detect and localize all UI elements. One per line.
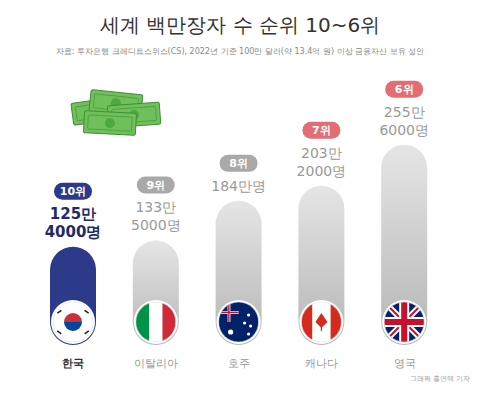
svg-text:영국: 영국 [394, 357, 416, 370]
svg-text:캐나다: 캐나다 [305, 357, 338, 370]
svg-text:203만: 203만 [301, 145, 342, 161]
svg-text:184만명: 184만명 [211, 178, 266, 194]
html-text:세계 백만장자 수 순위 10~6위: 세계 백만장자 수 순위 10~6위 [99, 13, 381, 37]
svg-text:9위: 9위 [146, 179, 165, 192]
html-text:자료: 투자은행 크레디트스위스(CS), 2022년 기준: 자료: 투자은행 크레디트스위스(CS), 2022년 기준 100만 달러(약… [55, 47, 425, 56]
svg-text:6000명: 6000명 [379, 122, 429, 138]
svg-text:2000명: 2000명 [297, 163, 347, 179]
svg-text:한국: 한국 [62, 357, 84, 370]
svg-text:125만: 125만 [50, 205, 96, 223]
svg-text:5000명: 5000명 [131, 217, 181, 233]
svg-text:7위: 7위 [312, 124, 331, 137]
html-text:그래픽 홍연택 기자: 그래픽 홍연택 기자 [409, 375, 470, 383]
svg-text:133만: 133만 [135, 199, 176, 215]
svg-text:이탈리아: 이탈리아 [134, 357, 178, 370]
svg-text:255만: 255만 [384, 104, 425, 120]
svg-text:8위: 8위 [229, 157, 248, 170]
svg-text:10위: 10위 [60, 185, 86, 198]
svg-text:호주: 호주 [228, 357, 250, 370]
svg-text:4000명: 4000명 [45, 223, 102, 241]
svg-text:6위: 6위 [395, 83, 414, 96]
